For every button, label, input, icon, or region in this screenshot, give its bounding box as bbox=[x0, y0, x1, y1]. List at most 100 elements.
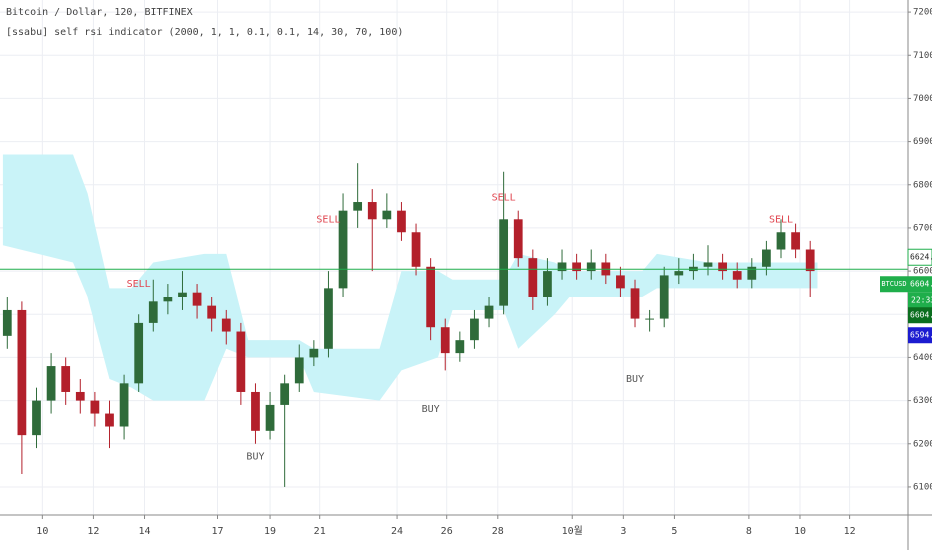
signal-label: BUY bbox=[626, 374, 644, 385]
candle-body bbox=[90, 400, 100, 414]
candle-body bbox=[703, 262, 713, 267]
y-tick-label: 7000.0 bbox=[913, 94, 932, 104]
candle-body bbox=[630, 288, 640, 319]
last-price-label: 6604.3 bbox=[910, 280, 932, 289]
candle-body bbox=[426, 266, 436, 328]
candle-body bbox=[440, 327, 450, 354]
x-tick-label: 5 bbox=[671, 526, 677, 537]
y-tick-label: 6800.0 bbox=[913, 180, 932, 190]
indicator-title: [ssabu] self rsi indicator (2000, 1, 1, … bbox=[6, 27, 403, 38]
price-marker-label: 6624.0 bbox=[910, 253, 932, 262]
y-tick-label: 6100.0 bbox=[913, 482, 932, 492]
time-box bbox=[908, 292, 932, 309]
candle-body bbox=[265, 404, 275, 431]
x-tick-label: 12 bbox=[87, 526, 99, 537]
axes: 6100.06200.06300.06400.06500.06600.06700… bbox=[36, 8, 932, 537]
y-tick-label: 6300.0 bbox=[913, 396, 932, 406]
candle-body bbox=[791, 232, 800, 250]
grid bbox=[0, 0, 908, 515]
candle-body bbox=[309, 348, 319, 358]
candle-body bbox=[776, 232, 786, 250]
candle-body bbox=[280, 383, 290, 405]
candle-body bbox=[586, 262, 596, 272]
x-tick-label: 8 bbox=[746, 526, 752, 537]
x-tick-label: 14 bbox=[138, 526, 150, 537]
candle-body bbox=[616, 275, 625, 289]
symbol-box bbox=[880, 276, 908, 293]
candle-body bbox=[207, 305, 217, 319]
candle-body bbox=[659, 275, 669, 319]
candle-body bbox=[572, 262, 582, 272]
price-marker-box bbox=[908, 307, 932, 324]
candle-body bbox=[105, 413, 114, 427]
signal-label: SELL bbox=[769, 214, 793, 225]
candle-body bbox=[382, 210, 392, 220]
y-tick-label: 6600.0 bbox=[913, 267, 932, 277]
y-tick-label: 6200.0 bbox=[913, 439, 932, 449]
y-tick-label: 7100.0 bbox=[913, 51, 932, 61]
x-tick-label: 17 bbox=[211, 526, 223, 537]
candle-body bbox=[762, 249, 771, 267]
signal-label: SELL bbox=[127, 279, 151, 290]
candle-body bbox=[543, 271, 552, 297]
candle-body bbox=[353, 202, 363, 211]
candle-body bbox=[411, 232, 421, 267]
candle-body bbox=[178, 292, 187, 297]
x-tick-label: 24 bbox=[391, 526, 403, 537]
price-marker-label: 6604.3 bbox=[910, 311, 932, 320]
y-tick-label: 6700.0 bbox=[913, 223, 932, 233]
signal-label: BUY bbox=[246, 452, 264, 463]
price-marker-box bbox=[908, 327, 932, 344]
candle-body bbox=[645, 318, 654, 320]
candle-body bbox=[499, 219, 509, 306]
candle-body bbox=[805, 249, 815, 272]
candle-body bbox=[236, 331, 246, 392]
candle-body bbox=[192, 292, 202, 306]
candle-body bbox=[557, 262, 567, 272]
x-tick-label: 10 bbox=[36, 526, 48, 537]
candle-body bbox=[455, 340, 465, 354]
candle-body bbox=[221, 318, 231, 332]
y-tick-label: 6900.0 bbox=[913, 137, 932, 147]
candle-body bbox=[747, 266, 757, 280]
symbol-label: BTCUSD bbox=[881, 280, 906, 288]
signal-label: BUY bbox=[422, 404, 440, 415]
candle-body bbox=[17, 309, 27, 436]
candle-body bbox=[397, 210, 406, 233]
candle-body bbox=[46, 366, 56, 401]
x-tick-label: 10월 bbox=[562, 525, 583, 537]
chart-title: Bitcoin / Dollar, 120, BITFINEX bbox=[6, 7, 193, 18]
signal-label: SELL bbox=[316, 214, 340, 225]
rsi-band bbox=[2, 154, 818, 401]
x-tick-label: 3 bbox=[620, 526, 626, 537]
x-tick-label: 21 bbox=[314, 526, 326, 537]
candle-body bbox=[367, 202, 377, 220]
x-tick-label: 12 bbox=[844, 526, 856, 537]
candle-body bbox=[119, 383, 129, 427]
y-tick-label: 7200.0 bbox=[913, 8, 932, 18]
candle-body bbox=[294, 357, 304, 384]
x-tick-label: 19 bbox=[264, 526, 276, 537]
candle-body bbox=[61, 366, 71, 392]
candle-body bbox=[251, 391, 260, 431]
candle-body bbox=[148, 301, 158, 323]
candle-body bbox=[470, 318, 479, 341]
x-tick-label: 26 bbox=[441, 526, 453, 537]
candle-body bbox=[732, 271, 742, 280]
price-marker-label: 6594.4 bbox=[910, 331, 932, 340]
y-tick-label: 6400.0 bbox=[913, 353, 932, 363]
candle-body bbox=[513, 219, 523, 259]
candle-body bbox=[338, 210, 348, 289]
candle-body bbox=[134, 322, 144, 384]
candle-body bbox=[2, 309, 12, 336]
x-tick-label: 10 bbox=[794, 526, 806, 537]
signal-label: SELL bbox=[492, 193, 516, 204]
last-price-box bbox=[908, 276, 932, 293]
candle-body bbox=[528, 258, 538, 297]
candle-body bbox=[718, 262, 727, 272]
candle-body bbox=[75, 391, 85, 401]
x-tick-label: 28 bbox=[492, 526, 504, 537]
candle-body bbox=[163, 296, 173, 302]
candle-body bbox=[484, 305, 494, 319]
